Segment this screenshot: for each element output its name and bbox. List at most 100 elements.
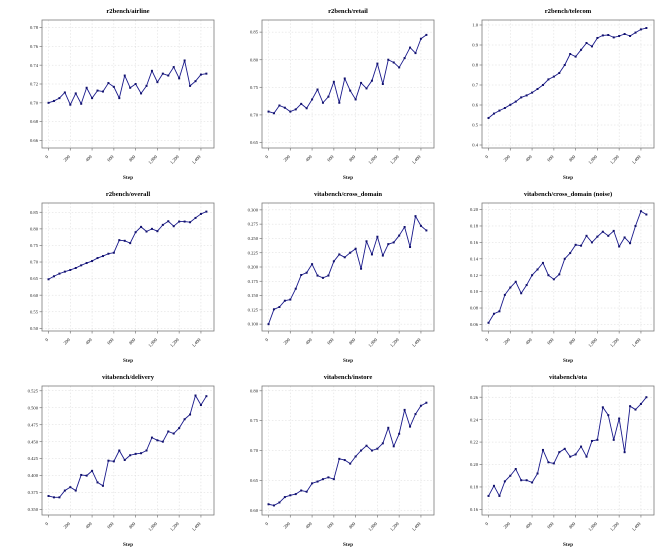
y-tick-label: 0.06 bbox=[470, 322, 479, 327]
data-point-marker bbox=[360, 449, 363, 452]
x-axis-label: Step bbox=[123, 542, 133, 548]
data-point-marker bbox=[498, 109, 501, 112]
chart-panel-r2bench-overall: 0.50 0.55 0.60 0.65 0.70 0.75 0.80 0.85 0 200 400 6… bbox=[0, 183, 220, 366]
y-tick-label: 0.500 bbox=[28, 405, 39, 410]
data-point-marker bbox=[80, 264, 83, 267]
chart-title: vitabench/cross_domain (noise) bbox=[524, 191, 612, 198]
data-point-marker bbox=[343, 77, 346, 80]
y-tick-label: 0.14 bbox=[470, 256, 479, 261]
y-tick-label: 0.80 bbox=[30, 226, 39, 231]
x-tick-label: 200 bbox=[283, 521, 292, 530]
data-point-marker bbox=[492, 112, 495, 115]
data-point-marker bbox=[349, 251, 352, 254]
x-tick-label: 800 bbox=[128, 521, 137, 530]
y-tick-label: 0.50 bbox=[30, 326, 39, 331]
y-tick-label: 0.300 bbox=[248, 207, 259, 212]
data-point-marker bbox=[107, 459, 110, 462]
chart-panel-vitabench-delivery: 0.350 0.375 0.400 0.425 0.450 0.475 0.500 0.525… bbox=[0, 366, 220, 549]
x-tick-label: 0 bbox=[44, 337, 50, 343]
data-point-marker bbox=[107, 252, 110, 255]
series-line bbox=[488, 396, 647, 497]
data-point-marker bbox=[129, 454, 132, 457]
data-point-marker bbox=[96, 89, 99, 92]
data-point-marker bbox=[360, 81, 363, 84]
data-point-marker bbox=[156, 439, 159, 442]
x-tick-label: 400 bbox=[524, 337, 533, 346]
x-tick-label: 800 bbox=[568, 337, 577, 346]
x-axis-label: Step bbox=[563, 175, 573, 181]
chart-svg-r2bench-telecom: 0.4 0.5 0.6 0.7 0.8 0.9 1.0 0 200 400 600 800 1,000 1… bbox=[472, 8, 655, 181]
y-tick-label: 0.400 bbox=[28, 473, 39, 478]
data-point-marker bbox=[498, 310, 501, 313]
x-tick-label: 600 bbox=[326, 154, 335, 163]
data-point-marker bbox=[69, 103, 72, 106]
data-point-marker bbox=[645, 27, 648, 29]
data-point-marker bbox=[370, 253, 373, 256]
y-tick-label: 0.18 bbox=[470, 485, 479, 490]
data-point-marker bbox=[601, 34, 604, 37]
data-point-marker bbox=[536, 88, 539, 90]
data-point-marker bbox=[161, 440, 164, 443]
data-point-marker bbox=[601, 406, 604, 409]
x-tick-label: 600 bbox=[546, 154, 555, 163]
series-line bbox=[48, 395, 207, 498]
x-tick-label: 1,200 bbox=[169, 521, 181, 533]
y-tick-label: 0.125 bbox=[248, 307, 259, 312]
data-point-marker bbox=[514, 468, 517, 471]
x-tick-label: 1,000 bbox=[147, 154, 159, 166]
data-point-marker bbox=[425, 33, 428, 36]
data-point-marker bbox=[183, 59, 186, 62]
y-tick-label: 0.80 bbox=[250, 388, 259, 393]
y-tick-label: 0.450 bbox=[28, 439, 39, 444]
x-tick-label: 200 bbox=[63, 154, 72, 163]
data-point-marker bbox=[392, 445, 395, 448]
data-point-marker bbox=[305, 271, 308, 274]
data-point-marker bbox=[172, 66, 175, 69]
data-point-marker bbox=[585, 42, 588, 44]
y-tick-label: 0.175 bbox=[248, 279, 259, 284]
data-point-marker bbox=[541, 448, 544, 451]
y-tick-label: 0.250 bbox=[248, 236, 259, 241]
y-tick-label: 0.375 bbox=[28, 490, 39, 495]
data-point-marker bbox=[63, 489, 66, 492]
x-tick-label: 1,400 bbox=[631, 154, 643, 166]
x-tick-label: 0 bbox=[264, 154, 270, 160]
data-point-marker bbox=[101, 255, 104, 258]
data-point-marker bbox=[503, 293, 506, 296]
x-tick-label: 1,000 bbox=[147, 521, 159, 533]
data-point-marker bbox=[178, 77, 181, 80]
data-point-marker bbox=[283, 496, 286, 499]
data-point-marker bbox=[58, 97, 61, 100]
data-point-marker bbox=[547, 461, 550, 464]
data-point-marker bbox=[316, 274, 319, 277]
data-point-marker bbox=[354, 247, 357, 250]
data-point-marker bbox=[294, 108, 297, 111]
data-point-marker bbox=[278, 104, 281, 107]
data-point-marker bbox=[387, 426, 390, 429]
data-point-marker bbox=[332, 80, 335, 83]
data-point-marker bbox=[321, 276, 324, 279]
data-point-marker bbox=[189, 221, 192, 224]
data-point-marker bbox=[194, 394, 197, 397]
data-point-marker bbox=[645, 396, 648, 399]
data-point-marker bbox=[129, 242, 132, 245]
data-point-marker bbox=[580, 48, 583, 51]
x-tick-label: 800 bbox=[568, 521, 577, 530]
data-point-marker bbox=[107, 82, 110, 85]
x-tick-label: 200 bbox=[503, 521, 512, 530]
data-point-marker bbox=[52, 99, 55, 102]
data-point-marker bbox=[639, 28, 642, 31]
x-tick-label: 200 bbox=[283, 337, 292, 346]
data-point-marker bbox=[172, 225, 175, 228]
data-point-marker bbox=[150, 227, 153, 230]
chart-svg-vitabench-ota: 0.16 0.18 0.20 0.22 0.24 0.26 0 200 400 600 800 1,0… bbox=[470, 374, 655, 548]
data-point-marker bbox=[140, 225, 143, 228]
data-point-marker bbox=[194, 80, 197, 83]
chart-svg-r2bench-overall: 0.50 0.55 0.60 0.65 0.70 0.75 0.80 0.85 0 200 400 6… bbox=[30, 191, 215, 364]
data-point-marker bbox=[596, 37, 599, 39]
data-point-marker bbox=[514, 280, 517, 283]
x-tick-label: 1,200 bbox=[389, 337, 401, 349]
data-point-marker bbox=[387, 243, 390, 246]
data-point-marker bbox=[349, 462, 352, 465]
data-point-marker bbox=[503, 107, 506, 109]
